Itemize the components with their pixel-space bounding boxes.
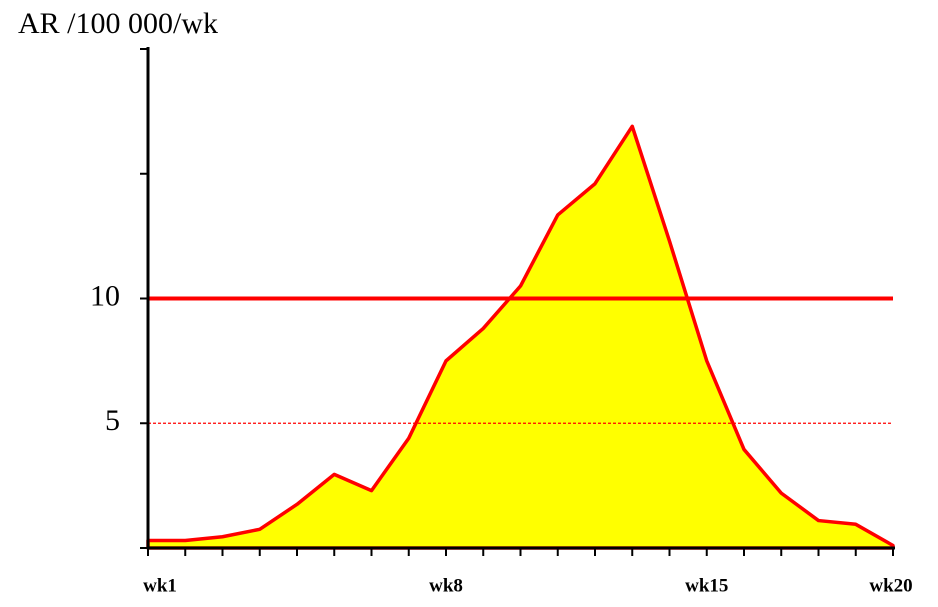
x-tick-label: wk1 [143, 575, 177, 596]
area [146, 124, 895, 550]
y-tick-label: 10 [90, 279, 120, 312]
y-axis-label: AR /100 000/wk [18, 7, 218, 40]
x-tick-label: wk8 [429, 575, 463, 596]
y-tick-label: 5 [105, 404, 120, 437]
x-tick-label: wk15 [685, 575, 728, 596]
x-tick-label: wk20 [869, 575, 912, 596]
